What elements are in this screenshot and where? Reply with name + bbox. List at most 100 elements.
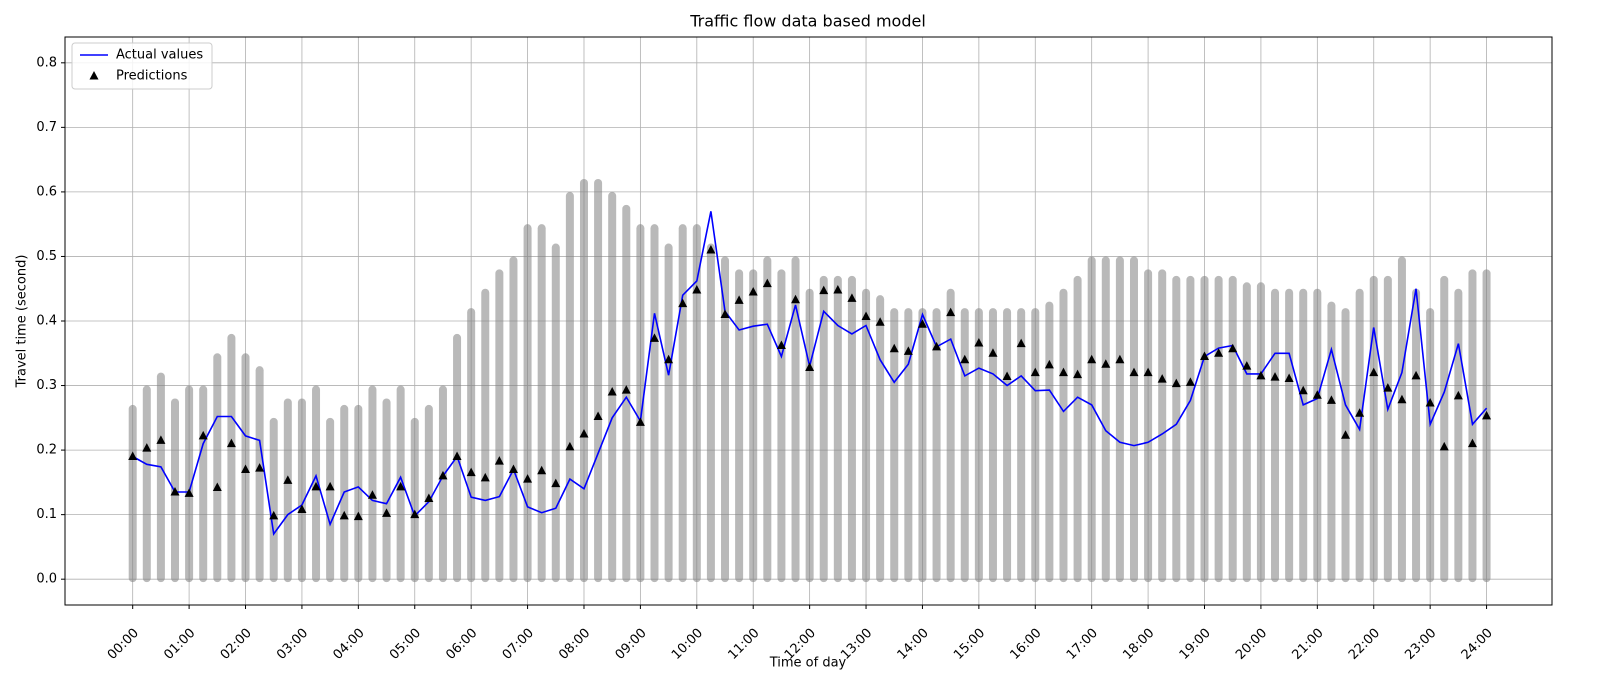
x-axis-label: Time of day — [769, 656, 847, 671]
observation-column — [297, 398, 306, 583]
y-tick-label: 0.7 — [36, 120, 57, 135]
prediction-marker — [410, 509, 420, 519]
observation-column — [1426, 308, 1435, 583]
prediction-marker — [269, 510, 279, 520]
y-tick-label: 0.5 — [36, 249, 57, 264]
observation-column — [1468, 269, 1477, 583]
observation-column — [1031, 308, 1040, 583]
prediction-marker — [1228, 343, 1238, 353]
observation-column — [438, 385, 447, 583]
prediction-marker — [706, 245, 716, 254]
prediction-marker — [833, 285, 843, 294]
prediction-marker — [494, 456, 504, 465]
observation-column — [988, 308, 997, 583]
prediction-marker — [1030, 367, 1040, 377]
observation-column — [791, 256, 800, 583]
observation-column — [1341, 308, 1350, 583]
legend-label: Actual values — [116, 48, 203, 63]
observation-column — [213, 353, 222, 583]
prediction-marker — [932, 341, 942, 351]
observation-column — [1355, 288, 1364, 583]
prediction-marker — [805, 362, 815, 371]
observation-column — [255, 366, 264, 583]
prediction-marker — [1044, 359, 1054, 369]
prediction-marker — [791, 294, 801, 304]
prediction-marker — [1482, 410, 1492, 420]
prediction-marker — [1101, 359, 1111, 368]
prediction-marker — [621, 385, 631, 394]
prediction-marker — [1242, 361, 1252, 370]
prediction-marker — [1326, 395, 1336, 404]
observation-column — [819, 275, 828, 583]
prediction-marker — [480, 472, 490, 482]
prediction-marker — [607, 387, 617, 396]
observation-column — [1397, 256, 1406, 583]
observation-column — [579, 179, 588, 583]
prediction-marker — [452, 451, 462, 461]
observation-column — [918, 308, 927, 583]
prediction-marker — [184, 488, 194, 497]
prediction-marker — [819, 285, 829, 295]
prediction-marker — [1298, 385, 1308, 395]
prediction-marker — [635, 417, 645, 426]
observation-column — [495, 269, 504, 583]
observation-column — [862, 288, 871, 583]
prediction-marker — [889, 343, 899, 353]
observation-column — [974, 308, 983, 583]
observation-column — [1256, 282, 1265, 583]
observation-column — [565, 191, 574, 583]
observation-column — [706, 243, 715, 583]
prediction-marker — [198, 430, 208, 440]
observation-column — [1299, 288, 1308, 583]
prediction-marker — [1185, 377, 1195, 386]
y-tick-label: 0.3 — [36, 378, 57, 393]
observation-column — [1383, 275, 1392, 583]
observation-column — [1101, 256, 1110, 583]
observation-column — [283, 398, 292, 583]
prediction-marker — [861, 311, 871, 320]
prediction-marker — [1453, 390, 1463, 400]
prediction-marker — [678, 298, 688, 308]
prediction-marker — [1073, 369, 1083, 379]
prediction-marker — [579, 428, 589, 438]
prediction-marker — [1256, 370, 1266, 380]
prediction-marker — [241, 464, 251, 473]
prediction-marker — [537, 465, 547, 475]
y-tick-label: 0.8 — [36, 55, 57, 70]
observation-column — [1172, 275, 1181, 583]
y-tick-label: 0.1 — [36, 507, 57, 522]
observation-column — [185, 385, 194, 583]
observation-column — [1017, 308, 1026, 583]
prediction-marker — [960, 354, 970, 364]
observation-column — [354, 404, 363, 583]
prediction-marker — [776, 340, 786, 350]
observation-column — [1073, 275, 1082, 583]
chart-title: Traffic flow data based model — [689, 12, 926, 31]
y-tick-label: 0.4 — [36, 314, 57, 329]
prediction-marker — [1143, 367, 1153, 377]
prediction-marker — [226, 438, 236, 448]
y-tick-label: 0.6 — [36, 184, 57, 199]
plot-frame — [64, 36, 1553, 606]
prediction-marker — [1058, 367, 1068, 377]
prediction-marker — [1284, 373, 1294, 382]
prediction-marker — [1425, 397, 1435, 407]
observation-column — [269, 417, 278, 583]
prediction-marker — [1171, 378, 1181, 388]
prediction-marker — [1002, 371, 1012, 381]
observation-column — [1214, 275, 1223, 583]
observation-column — [1369, 275, 1378, 583]
observation-column — [1242, 282, 1251, 583]
observation-column — [1087, 256, 1096, 583]
prediction-marker — [1016, 338, 1026, 348]
prediction-marker — [508, 464, 518, 473]
observation-column — [904, 308, 913, 583]
prediction-marker — [734, 295, 744, 304]
observation-column — [594, 179, 603, 583]
observation-column — [721, 256, 730, 583]
observation-column — [142, 385, 151, 583]
prediction-marker — [325, 481, 335, 491]
prediction-marker — [1157, 374, 1167, 383]
prediction-marker — [1369, 367, 1379, 377]
